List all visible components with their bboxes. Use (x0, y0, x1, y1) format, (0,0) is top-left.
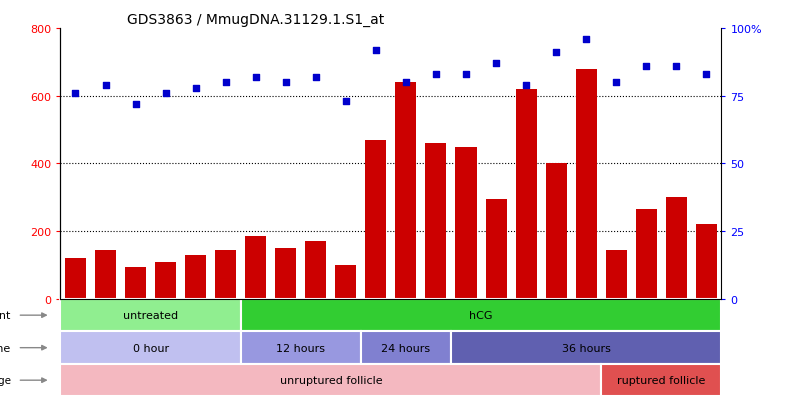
Text: untreated: untreated (123, 311, 178, 320)
Bar (335, 266, 356, 299)
Bar (305, 242, 326, 299)
Bar (575, 69, 596, 299)
Point (159, 90, 172, 97)
Bar (60, 364, 601, 396)
Bar (451, 332, 721, 364)
Point (640, 64, 653, 70)
Bar (215, 250, 236, 299)
Bar (241, 299, 721, 332)
Point (550, 50, 563, 57)
Text: 0 hour: 0 hour (132, 343, 168, 353)
Bar (65, 259, 86, 299)
Text: agent: agent (0, 311, 11, 320)
Text: GDS3863 / MmugDNA.31129.1.S1_at: GDS3863 / MmugDNA.31129.1.S1_at (127, 12, 384, 26)
Bar (606, 250, 627, 299)
Point (610, 80, 623, 86)
Text: 12 hours: 12 hours (276, 343, 326, 353)
Bar (426, 144, 447, 299)
Point (459, 71, 472, 78)
Point (700, 71, 713, 78)
Point (249, 74, 262, 81)
Bar (396, 83, 417, 299)
Bar (276, 249, 297, 299)
Text: hCG: hCG (469, 311, 492, 320)
Point (670, 64, 683, 70)
Bar (546, 164, 567, 299)
Point (430, 71, 442, 78)
Bar (365, 140, 386, 299)
Point (400, 80, 413, 86)
Bar (485, 199, 506, 299)
Bar (245, 237, 266, 299)
Point (369, 47, 382, 54)
Point (489, 61, 502, 67)
Bar (516, 90, 537, 299)
Point (339, 99, 352, 105)
Point (219, 80, 232, 86)
Bar (696, 225, 717, 299)
Bar (60, 332, 241, 364)
Text: time: time (0, 343, 11, 353)
Point (520, 82, 533, 89)
Text: unruptured follicle: unruptured follicle (280, 375, 382, 385)
Text: ruptured follicle: ruptured follicle (617, 375, 705, 385)
Text: development stage: development stage (0, 375, 11, 385)
Point (280, 80, 293, 86)
Bar (666, 198, 687, 299)
Bar (155, 262, 176, 299)
Point (189, 85, 202, 92)
Text: 36 hours: 36 hours (562, 343, 611, 353)
Point (310, 74, 322, 81)
Point (580, 36, 592, 43)
Point (69, 90, 82, 97)
Text: 24 hours: 24 hours (381, 343, 430, 353)
Bar (185, 255, 206, 299)
Point (129, 101, 142, 108)
Bar (241, 332, 361, 364)
Bar (601, 364, 721, 396)
Bar (361, 332, 451, 364)
Bar (60, 299, 241, 332)
Point (99, 82, 112, 89)
Bar (95, 250, 116, 299)
Bar (125, 267, 146, 299)
Bar (455, 147, 476, 299)
Bar (636, 210, 657, 299)
